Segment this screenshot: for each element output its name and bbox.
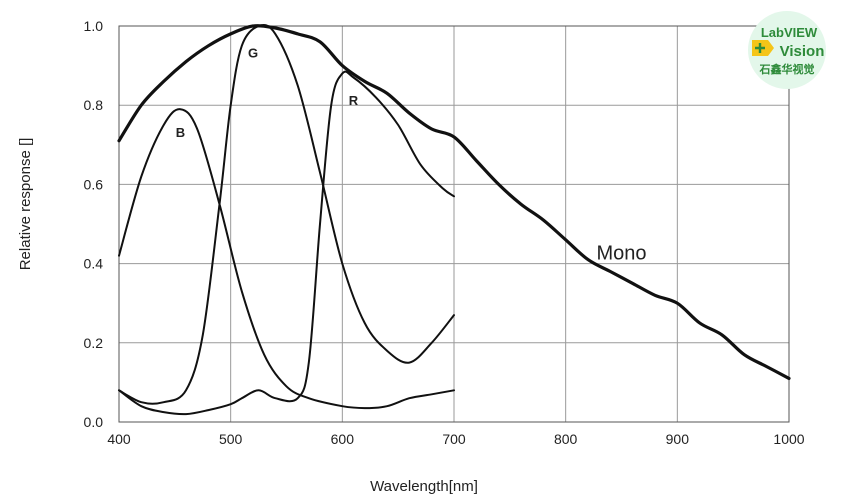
logo-plus-mark [755,43,765,53]
x-tick-label: 700 [442,431,466,447]
labview-vision-logo: LabVIEW Vision 石鑫华视觉 [748,11,826,89]
curve-label-g: G [248,46,258,61]
y-tick-label: 0.4 [84,256,104,272]
curves [117,23,791,416]
x-axis-ticks: 400 500 600 700 800 900 1000 [107,431,804,447]
chart-grid [119,26,789,422]
x-tick-label: 1000 [773,431,804,447]
curve-b [118,108,455,410]
y-axis-label: Relative response [] [17,138,34,271]
curve-mono [117,24,791,380]
y-tick-label: 0.2 [84,335,104,351]
curve-labels: B G R Mono [176,46,647,265]
logo-badge [748,11,826,89]
y-tick-label: 1.0 [84,18,104,34]
plot-frame [118,25,790,423]
x-tick-label: 400 [107,431,131,447]
curve-r [118,70,455,416]
y-tick-label: 0.8 [84,97,104,113]
curve-label-b: B [176,125,185,140]
curve-label-r: R [349,93,359,108]
curve-label-mono: Mono [596,243,646,265]
x-tick-label: 500 [219,431,243,447]
y-tick-label: 0.6 [84,176,104,192]
x-tick-label: 800 [554,431,578,447]
y-axis-ticks: 0.0 0.2 0.4 0.6 0.8 1.0 [84,18,104,430]
logo-line1: LabVIEW [761,25,818,40]
curve-g [118,23,455,405]
x-tick-label: 900 [666,431,690,447]
logo-line3: 石鑫华视觉 [759,62,815,76]
logo-line2: Vision [780,43,825,60]
x-axis-label: Wavelength[nm] [370,478,478,495]
x-tick-label: 600 [331,431,355,447]
y-tick-label: 0.0 [84,414,104,430]
